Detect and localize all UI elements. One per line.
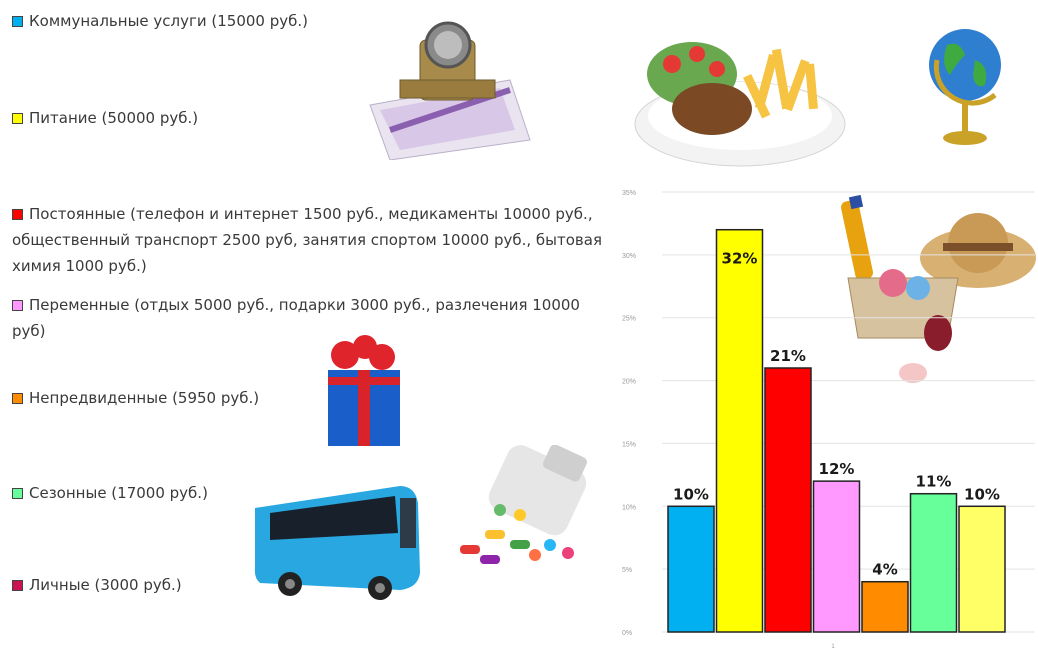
food-plate-illustration <box>634 42 846 167</box>
legend-label: Коммунальные услуги (15000 руб.) <box>29 12 309 30</box>
legend-swatch <box>12 488 23 499</box>
bar <box>958 505 1006 633</box>
legend-item-food: Питание (50000 руб.) <box>12 105 198 131</box>
y-tick-label: 15% <box>622 441 636 448</box>
legend-label: Непредвиденные (5950 руб.) <box>29 389 260 407</box>
data-label: 10% <box>964 485 1000 503</box>
globe-icon <box>929 29 1001 145</box>
y-tick-label: 5% <box>622 567 632 574</box>
legend-swatch <box>12 393 23 404</box>
legend-item-permanent: Постоянные (телефон и интернет 1500 руб.… <box>12 201 602 279</box>
data-label: 11% <box>916 473 952 491</box>
data-label: 10% <box>673 485 709 503</box>
bar <box>861 580 909 633</box>
y-tick-label: 35% <box>622 190 636 197</box>
bar <box>764 367 812 633</box>
legend-swatch <box>12 209 23 220</box>
legend-swatch <box>12 300 23 311</box>
legend-item-variable: Переменные (отдых 5000 руб., подарки 300… <box>12 292 587 344</box>
water-meter-money-illustration <box>369 21 531 160</box>
bar <box>667 505 715 633</box>
legend-swatch <box>12 580 23 591</box>
bar <box>715 228 764 633</box>
legend-label: Постоянные (телефон и интернет 1500 руб.… <box>12 205 602 275</box>
data-label: 12% <box>819 460 855 478</box>
legend-swatch <box>12 113 23 124</box>
legend-item-personal: Личные (3000 руб.) <box>12 572 182 598</box>
pills-bottle-illustration <box>460 445 587 564</box>
gift-box-icon <box>328 335 400 446</box>
legend-swatch <box>12 16 23 27</box>
vacation-basket-hat-illustration <box>840 194 1036 383</box>
legend-item-unforeseen: Непредвиденные (5950 руб.) <box>12 385 259 411</box>
legend-label: Личные (3000 руб.) <box>29 576 182 594</box>
data-label: 4% <box>872 561 897 579</box>
y-tick-label: 30% <box>622 253 636 260</box>
bar <box>812 480 861 633</box>
y-tick-label: 20% <box>622 379 636 386</box>
legend-item-seasonal: Сезонные (17000 руб.) <box>12 480 208 506</box>
x-tick-label: 1 <box>831 644 835 650</box>
legend-label: Питание (50000 руб.) <box>29 109 199 127</box>
y-tick-label: 25% <box>622 316 636 323</box>
bar <box>909 492 958 633</box>
data-label: 21% <box>770 347 806 365</box>
legend-label: Сезонные (17000 руб.) <box>29 484 208 502</box>
legend-label: Переменные (отдых 5000 руб., подарки 300… <box>12 296 580 340</box>
y-tick-label: 0% <box>622 630 632 637</box>
y-tick-label: 10% <box>622 504 636 511</box>
data-label: 32% <box>722 250 758 268</box>
legend: Коммунальные услуги (15000 руб.) Питание… <box>12 8 602 598</box>
bus-illustration <box>254 486 420 600</box>
legend-item-utilities: Коммунальные услуги (15000 руб.) <box>12 8 308 34</box>
